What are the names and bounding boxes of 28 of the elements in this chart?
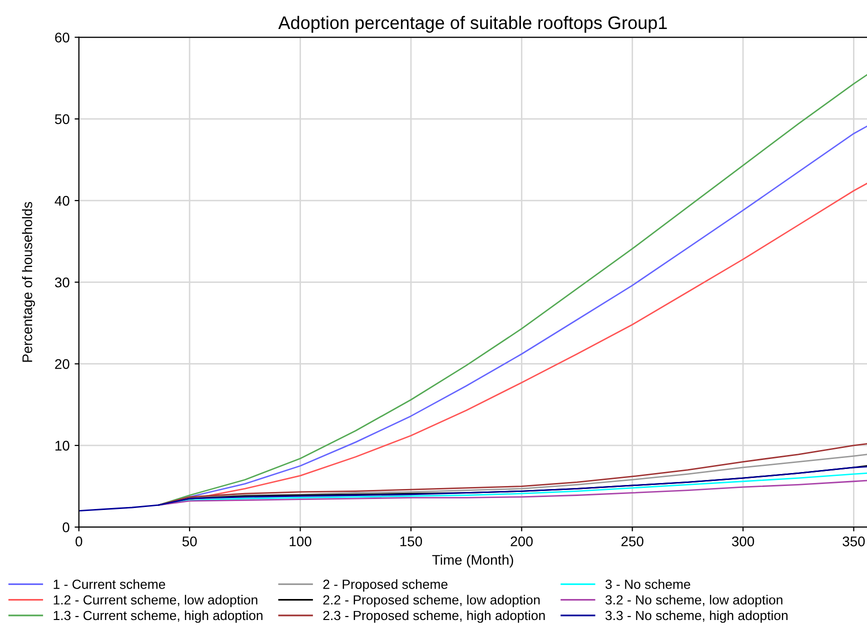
legend-label: 2 - Proposed scheme xyxy=(323,579,448,592)
x-tick-label: 300 xyxy=(732,536,754,546)
y-tick-label: 10 xyxy=(55,440,70,451)
y-axis-title: Percentage of households xyxy=(22,202,35,362)
legend-label: 3 - No scheme xyxy=(605,579,690,589)
y-tick-label: 40 xyxy=(54,196,70,206)
legend-label: 2.2 - Proposed scheme, low adoption xyxy=(323,594,540,608)
x-tick-label: 50 xyxy=(182,536,197,546)
chart-title: Adoption percentage of suitable rooftops Group1 xyxy=(278,16,667,33)
legend-label: 3.3 - No scheme, high adoption xyxy=(605,610,788,623)
legend-label: 1.3 - Current scheme, high adoption xyxy=(54,610,262,623)
y-tick-label: 60 xyxy=(55,32,70,42)
y-tick-label: 20 xyxy=(55,359,70,369)
legend-label: 3.2 - No scheme, low adoption xyxy=(605,594,782,608)
line-series xyxy=(78,466,867,512)
x-axis-title: Time (Month) xyxy=(432,554,514,568)
x-tick-label: 250 xyxy=(621,536,644,546)
y-tick-label: 0 xyxy=(62,522,70,532)
legend-label: 1.2 - Current scheme, low adoption xyxy=(54,594,258,608)
x-tick-label: 100 xyxy=(290,536,312,546)
x-tick-label: 350 xyxy=(842,536,865,546)
legend-label: 1 - Current scheme xyxy=(54,579,166,589)
y-tick-label: 50 xyxy=(54,114,70,124)
legend-label: 2.3 - Proposed scheme, high adoption xyxy=(323,610,545,623)
x-tick-label: 200 xyxy=(510,536,533,546)
x-tick-label: 0 xyxy=(76,536,82,546)
y-tick-label: 30 xyxy=(54,278,70,288)
x-tick-label: 150 xyxy=(400,536,422,546)
